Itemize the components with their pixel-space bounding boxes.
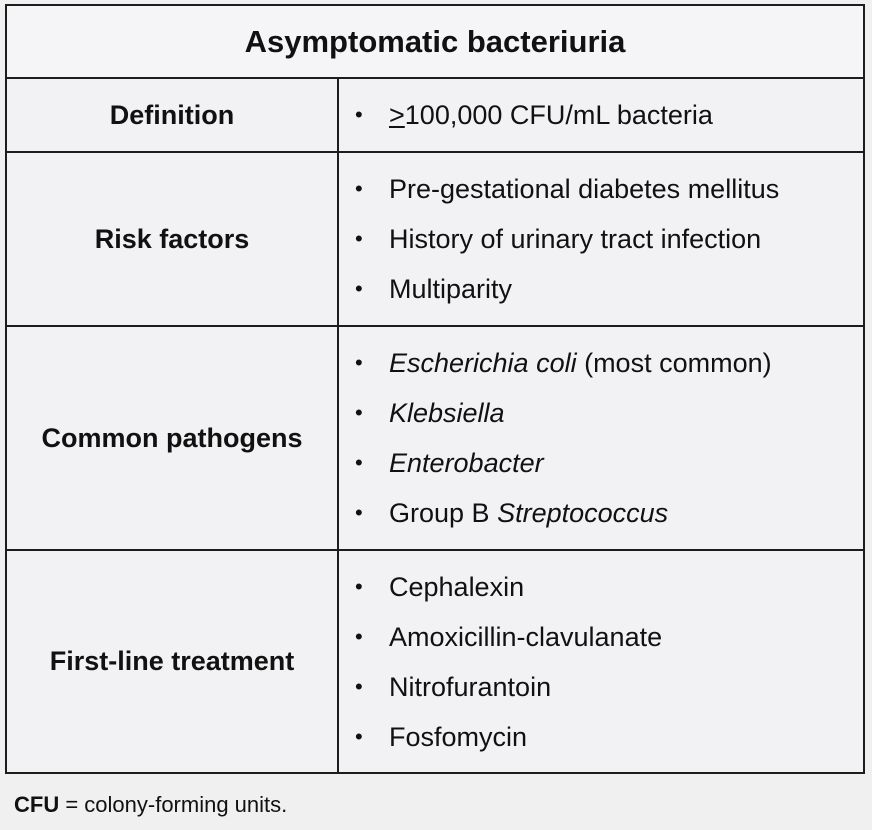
list-item: • Klebsiella bbox=[355, 388, 863, 438]
row-label: Risk factors bbox=[7, 153, 339, 325]
table-row-first-line-treatment: First-line treatment • Cephalexin • Amox… bbox=[7, 551, 863, 772]
item-italic-text: Klebsiella bbox=[389, 398, 505, 428]
item-italic-text: Escherichia coli bbox=[389, 348, 577, 378]
bullet-icon: • bbox=[355, 400, 363, 425]
list-item: • Nitrofurantoin bbox=[355, 662, 863, 712]
row-content: • Pre-gestational diabetes mellitus • Hi… bbox=[339, 153, 863, 325]
table-row-common-pathogens: Common pathogens • Escherichia coli (mos… bbox=[7, 327, 863, 551]
row-content: • Cephalexin • Amoxicillin-clavulanate •… bbox=[339, 551, 863, 772]
item-text: Group B bbox=[389, 498, 498, 528]
list-item: • Fosfomycin bbox=[355, 712, 863, 762]
footnote-definition: = colony-forming units. bbox=[59, 792, 288, 817]
table-row-risk-factors: Risk factors • Pre-gestational diabetes … bbox=[7, 153, 863, 327]
row-content: • >100,000 CFU/mL bacteria bbox=[339, 79, 863, 151]
row-label: Common pathogens bbox=[7, 327, 339, 549]
item-text: History of urinary tract infection bbox=[389, 224, 762, 254]
item-text: Multiparity bbox=[389, 274, 513, 304]
list-item: • Group B Streptococcus bbox=[355, 488, 863, 538]
item-italic-text: Enterobacter bbox=[389, 448, 544, 478]
bullet-icon: • bbox=[355, 226, 363, 251]
bullet-icon: • bbox=[355, 450, 363, 475]
bullet-icon: • bbox=[355, 673, 363, 699]
summary-table: Asymptomatic bacteriuria Definition • >1… bbox=[5, 4, 865, 774]
greater-equal-sign: > bbox=[389, 100, 405, 130]
bullet-icon: • bbox=[355, 350, 363, 375]
bullet-icon: • bbox=[355, 573, 363, 599]
list-item: • Enterobacter bbox=[355, 438, 863, 488]
list-item: • History of urinary tract infection bbox=[355, 214, 863, 264]
list-item: • Cephalexin bbox=[355, 562, 863, 612]
list-item: • Pre-gestational diabetes mellitus bbox=[355, 164, 863, 214]
list-item: • >100,000 CFU/mL bacteria bbox=[355, 90, 863, 140]
item-italic-text: Streptococcus bbox=[497, 498, 669, 528]
bullet-icon: • bbox=[355, 500, 363, 525]
row-label: Definition bbox=[7, 79, 339, 151]
list-item: • Escherichia coli (most common) bbox=[355, 338, 863, 388]
item-text: Pre-gestational diabetes mellitus bbox=[389, 174, 780, 204]
list-item: • Multiparity bbox=[355, 264, 863, 314]
bullet-icon: • bbox=[355, 276, 363, 301]
list-item: • Amoxicillin-clavulanate bbox=[355, 612, 863, 662]
row-label: First-line treatment bbox=[7, 551, 339, 772]
footnote: CFU = colony-forming units. bbox=[14, 792, 287, 818]
bullet-icon: • bbox=[355, 623, 363, 649]
row-content: • Escherichia coli (most common) • Klebs… bbox=[339, 327, 863, 549]
item-text: Cephalexin bbox=[389, 571, 525, 602]
item-text: Amoxicillin-clavulanate bbox=[389, 621, 663, 652]
item-text: 100,000 CFU/mL bacteria bbox=[404, 100, 713, 130]
bullet-icon: • bbox=[355, 723, 363, 749]
footnote-term: CFU bbox=[14, 792, 60, 817]
table-title: Asymptomatic bacteriuria bbox=[7, 6, 863, 79]
item-text: Nitrofurantoin bbox=[389, 671, 552, 702]
item-text: Fosfomycin bbox=[389, 721, 528, 752]
item-text: (most common) bbox=[576, 348, 772, 378]
table-row-definition: Definition • >100,000 CFU/mL bacteria bbox=[7, 79, 863, 153]
bullet-icon: • bbox=[355, 176, 363, 201]
bullet-icon: • bbox=[355, 102, 363, 127]
